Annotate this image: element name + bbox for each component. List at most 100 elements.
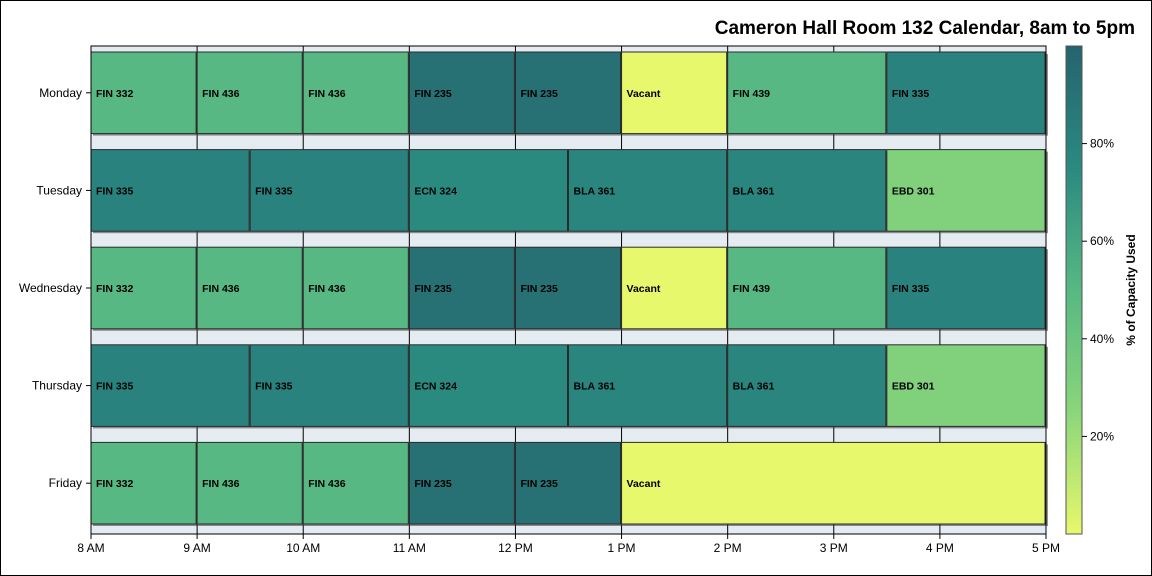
x-tick-label: 12 PM: [498, 541, 533, 555]
event-bar[interactable]: FIN 332: [90, 51, 200, 136]
event-bar[interactable]: FIN 439: [727, 246, 889, 331]
event-bar[interactable]: FIN 235: [514, 51, 624, 136]
event-bar-fill: [196, 246, 303, 330]
colorbar-tick-label: 80%: [1090, 137, 1114, 151]
event-label: FIN 235: [520, 478, 558, 490]
event-label: FIN 332: [96, 478, 134, 490]
event-bar-fill: [249, 149, 409, 232]
event-bar-fill: [408, 344, 569, 427]
x-tick-label: 4 PM: [926, 541, 954, 555]
event-label: Vacant: [627, 478, 661, 490]
event-bar-fill: [90, 51, 197, 135]
event-label: EBD 301: [892, 185, 935, 197]
x-tick-label: 9 AM: [183, 541, 210, 555]
event-bar-fill: [196, 51, 303, 135]
event-label: FIN 439: [733, 88, 771, 100]
event-bar-fill: [568, 344, 728, 427]
event-bar[interactable]: FIN 439: [727, 51, 889, 136]
event-bar[interactable]: FIN 436: [196, 246, 306, 331]
event-bar[interactable]: FIN 235: [408, 246, 518, 331]
event-bar[interactable]: FIN 335: [886, 51, 1048, 136]
event-bar[interactable]: FIN 332: [90, 246, 200, 331]
colorbar: 20% 40% 60% 80% % of Capacity Used: [1065, 45, 1138, 535]
event-label: ECN 324: [414, 381, 457, 393]
event-bar[interactable]: FIN 235: [514, 441, 624, 526]
event-bar-fill: [302, 51, 409, 135]
event-bar[interactable]: FIN 335: [90, 344, 253, 429]
row-band: [91, 436, 1046, 443]
event-label: FIN 332: [96, 88, 134, 100]
event-bar[interactable]: FIN 335: [249, 344, 412, 429]
x-tick-label: 1 PM: [608, 541, 636, 555]
event-bar[interactable]: ECN 324: [408, 344, 571, 429]
row-band: [91, 524, 1046, 534]
event-bar[interactable]: EBD 301: [886, 344, 1048, 429]
plot-frame: [90, 45, 1047, 535]
event-bar[interactable]: Vacant: [621, 246, 730, 331]
event-label: FIN 235: [414, 283, 452, 295]
event-bar[interactable]: EBD 301: [886, 149, 1048, 234]
y-tick-label: Friday: [49, 476, 82, 490]
axes: 8 AM 9 AM 10 AM 11 AM 12 PM 1 PM 2 PM 3 PM 4 PM 5…: [19, 45, 1060, 555]
event-label: FIN 436: [308, 88, 346, 100]
event-bar-fill: [514, 441, 622, 525]
event-label: FIN 235: [520, 283, 558, 295]
event-bar[interactable]: FIN 436: [196, 441, 306, 526]
event-bar[interactable]: FIN 436: [302, 441, 412, 526]
x-tick-label: 3 PM: [820, 541, 848, 555]
event-label: FIN 436: [308, 283, 346, 295]
event-bar[interactable]: FIN 436: [302, 51, 412, 136]
event-bar-fill: [249, 344, 409, 427]
event-bar-fill: [90, 149, 250, 232]
event-label: FIN 436: [202, 478, 240, 490]
row-band: [91, 46, 1046, 52]
event-bar[interactable]: Vacant: [621, 51, 730, 136]
event-bar-fill: [886, 51, 1046, 135]
event-label: FIN 335: [96, 185, 134, 197]
x-tick-label: 10 AM: [286, 541, 320, 555]
event-label: Vacant: [627, 283, 661, 295]
event-bar-fill: [196, 441, 303, 525]
event-bar-fill: [568, 149, 728, 232]
event-bar[interactable]: FIN 335: [249, 149, 412, 234]
row-band: [91, 426, 1046, 437]
event-bar[interactable]: ECN 324: [408, 149, 571, 234]
event-bar[interactable]: BLA 361: [568, 344, 730, 429]
event-bar[interactable]: BLA 361: [727, 149, 889, 234]
event-bar[interactable]: BLA 361: [568, 149, 730, 234]
event-bar[interactable]: FIN 332: [90, 441, 200, 526]
event-bar[interactable]: FIN 235: [408, 51, 518, 136]
event-bar[interactable]: FIN 335: [90, 149, 253, 234]
row-band: [91, 231, 1046, 242]
row-band: [91, 143, 1046, 150]
event-label: FIN 335: [255, 381, 293, 393]
event-bar[interactable]: Vacant: [621, 441, 1048, 526]
x-tick-label: 2 PM: [714, 541, 742, 555]
row-band: [91, 241, 1046, 248]
event-label: FIN 335: [892, 88, 930, 100]
event-bar-fill: [302, 441, 409, 525]
colorbar-scale: [1065, 45, 1083, 535]
event-bar[interactable]: FIN 235: [408, 441, 518, 526]
event-bar-fill: [727, 344, 887, 427]
event-bar-fill: [727, 149, 887, 232]
event-bar[interactable]: FIN 335: [886, 246, 1048, 331]
event-bar-fill: [90, 344, 250, 427]
event-label: ECN 324: [414, 185, 457, 197]
event-bar[interactable]: FIN 235: [514, 246, 624, 331]
event-bar[interactable]: FIN 436: [302, 246, 412, 331]
event-label: FIN 332: [96, 283, 134, 295]
event-bar-fill: [727, 51, 887, 135]
y-tick-label: Wednesday: [19, 281, 82, 295]
row-band: [91, 328, 1046, 339]
row-band: [91, 133, 1046, 144]
event-bar[interactable]: FIN 436: [196, 51, 306, 136]
event-bar-fill: [621, 246, 728, 330]
event-bar[interactable]: BLA 361: [727, 344, 889, 429]
event-label: BLA 361: [574, 381, 616, 393]
event-bar-fill: [408, 441, 515, 525]
event-label: FIN 436: [202, 283, 240, 295]
event-label: BLA 361: [574, 185, 616, 197]
event-bar-fill: [90, 441, 197, 525]
